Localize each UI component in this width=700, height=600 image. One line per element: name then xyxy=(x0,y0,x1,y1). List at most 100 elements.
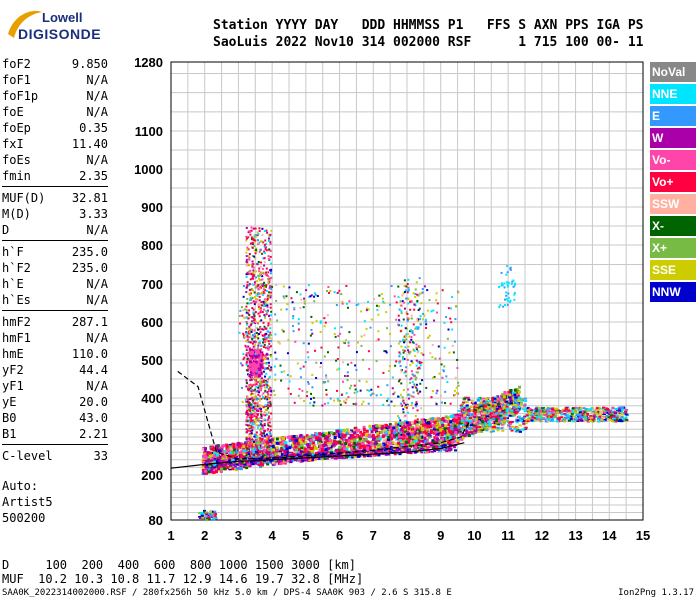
echo-point xyxy=(405,285,408,288)
echo-point xyxy=(249,410,252,413)
echo-point xyxy=(244,441,248,445)
echo-point xyxy=(254,311,257,314)
echo-point xyxy=(304,456,308,459)
echo-point xyxy=(463,433,467,437)
echo-point xyxy=(265,381,268,384)
echo-point xyxy=(247,443,250,446)
echo-point xyxy=(250,414,253,417)
echo-point xyxy=(252,393,255,396)
echo-point xyxy=(327,431,331,435)
echo-point xyxy=(269,433,272,436)
echo-point xyxy=(356,442,360,446)
echo-point xyxy=(249,299,252,302)
echo-point xyxy=(319,330,322,333)
echo-point xyxy=(262,354,265,357)
echo-point xyxy=(264,362,267,365)
echo-point xyxy=(457,392,460,395)
param-separator xyxy=(2,444,108,445)
echo-point xyxy=(270,229,273,232)
echo-point xyxy=(203,452,207,456)
echo-point xyxy=(393,391,396,394)
echo-point xyxy=(443,346,446,349)
echo-point xyxy=(357,303,360,306)
echo-point xyxy=(447,418,451,422)
echo-point xyxy=(245,311,248,314)
param-value: 2.21 xyxy=(79,427,108,441)
echo-point xyxy=(220,454,224,458)
echo-point xyxy=(257,312,260,315)
echo-point xyxy=(262,283,265,286)
echo-point xyxy=(412,436,416,440)
echo-point xyxy=(443,321,446,324)
echo-point xyxy=(269,306,272,309)
echo-point xyxy=(259,437,262,440)
echo-point xyxy=(411,427,415,431)
echo-point xyxy=(213,455,217,459)
echo-point xyxy=(263,292,266,295)
echo-point xyxy=(269,429,272,432)
echo-point xyxy=(250,236,253,239)
echo-point xyxy=(455,386,458,389)
echo-point xyxy=(312,404,315,407)
echo-point xyxy=(323,355,326,358)
echo-point xyxy=(297,328,300,331)
echo-point xyxy=(349,444,353,448)
echo-point xyxy=(342,341,345,344)
param-name: foEs xyxy=(2,153,31,167)
echo-point xyxy=(307,382,310,385)
echo-point xyxy=(289,392,292,395)
echo-point xyxy=(454,431,458,435)
echo-point xyxy=(292,315,295,318)
echo-point xyxy=(245,251,248,254)
echo-point xyxy=(339,403,342,406)
echo-point xyxy=(252,336,255,339)
echo-point xyxy=(300,451,304,455)
echo-point xyxy=(258,367,262,371)
echo-point xyxy=(381,447,385,450)
echo-point xyxy=(214,470,218,474)
echo-point xyxy=(246,271,249,274)
echo-point xyxy=(235,463,239,466)
echo-point xyxy=(254,270,257,273)
echo-point xyxy=(390,448,394,452)
echo-point xyxy=(227,455,231,459)
echo-point xyxy=(429,445,433,448)
echo-point xyxy=(255,412,258,415)
echo-point xyxy=(338,445,342,449)
echo-point xyxy=(245,452,248,455)
echo-point xyxy=(377,454,381,457)
echo-point xyxy=(418,366,421,369)
echo-point xyxy=(411,430,414,433)
echo-point xyxy=(264,354,267,357)
echo-point xyxy=(362,358,365,361)
echo-point xyxy=(516,394,520,398)
echo-point xyxy=(264,327,267,330)
echo-point xyxy=(267,334,270,337)
echo-point xyxy=(351,455,355,458)
echo-point xyxy=(452,351,455,354)
echo-point xyxy=(370,442,374,446)
echo-point xyxy=(423,419,427,423)
echo-point xyxy=(247,255,250,258)
echo-point xyxy=(268,335,271,338)
echo-point xyxy=(230,456,234,460)
echo-point xyxy=(205,464,209,467)
echo-point xyxy=(278,450,282,454)
echo-point xyxy=(252,410,255,413)
echo-point xyxy=(255,364,259,368)
echo-point xyxy=(248,360,252,364)
echo-point xyxy=(261,233,264,236)
echo-point xyxy=(247,284,250,287)
echo-point xyxy=(443,444,447,447)
echo-point xyxy=(269,318,272,321)
echo-point xyxy=(263,418,266,421)
echo-point xyxy=(249,242,252,245)
echo-point xyxy=(419,390,422,393)
echo-point xyxy=(257,342,260,345)
echo-point xyxy=(270,446,273,449)
echo-point xyxy=(416,448,420,451)
echo-point xyxy=(269,354,272,357)
echo-point xyxy=(383,350,386,353)
echo-point xyxy=(342,429,346,433)
echo-point xyxy=(249,425,252,428)
